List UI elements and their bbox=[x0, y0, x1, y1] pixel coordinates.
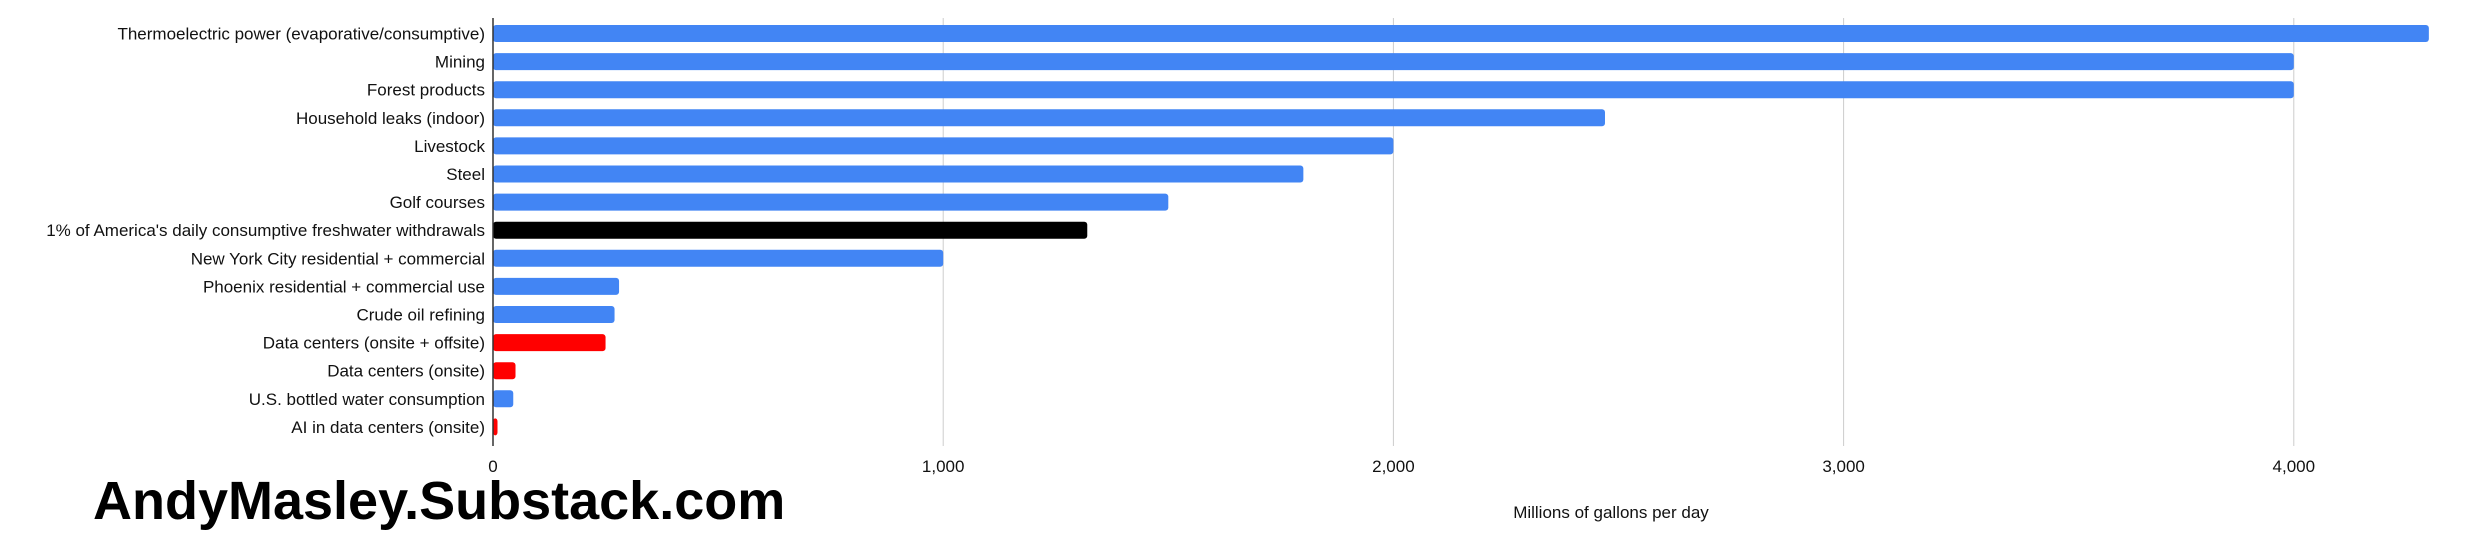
category-label: Mining bbox=[435, 53, 485, 72]
bar bbox=[493, 306, 615, 323]
category-label: Household leaks (indoor) bbox=[296, 109, 485, 128]
category-label: Golf courses bbox=[390, 193, 485, 212]
bar bbox=[493, 165, 1304, 183]
category-label: New York City residential + commercial bbox=[191, 249, 485, 268]
bar bbox=[493, 390, 514, 408]
category-label: U.S. bottled water consumption bbox=[249, 390, 485, 409]
bar bbox=[493, 334, 606, 352]
bar bbox=[493, 81, 2294, 99]
category-labels: Thermoelectric power (evaporative/consum… bbox=[46, 25, 485, 437]
x-tick-label: 0 bbox=[488, 457, 497, 476]
category-label: Thermoelectric power (evaporative/consum… bbox=[117, 25, 485, 44]
bar bbox=[493, 53, 2294, 71]
bar bbox=[493, 193, 1169, 211]
x-tick-labels: 0 1,000 2,000 3,000 4,000 bbox=[488, 457, 2315, 476]
category-label: Data centers (onsite + offsite) bbox=[263, 334, 485, 353]
category-label: Forest products bbox=[367, 81, 485, 100]
bar bbox=[493, 277, 620, 295]
category-label: Steel bbox=[446, 165, 485, 184]
bar bbox=[493, 25, 2429, 42]
bars bbox=[493, 25, 2429, 436]
category-label: Phoenix residential + commercial use bbox=[203, 277, 485, 296]
watermark: AndyMasley.Substack.com bbox=[93, 471, 786, 531]
category-label: Crude oil refining bbox=[356, 306, 485, 325]
bar bbox=[493, 221, 1088, 239]
category-label: 1% of America's daily consumptive freshw… bbox=[46, 221, 485, 240]
bar bbox=[493, 418, 498, 436]
bar bbox=[493, 109, 1605, 127]
category-label: Data centers (onsite) bbox=[327, 362, 485, 381]
x-tick-label: 2,000 bbox=[1372, 457, 1415, 476]
x-tick-label: 1,000 bbox=[922, 457, 965, 476]
x-tick-label: 3,000 bbox=[1822, 457, 1865, 476]
bar bbox=[493, 362, 516, 380]
bar bbox=[493, 137, 1394, 155]
category-label: AI in data centers (onsite) bbox=[291, 418, 485, 437]
category-label: Livestock bbox=[414, 137, 485, 156]
bar bbox=[493, 249, 944, 267]
x-axis-title: Millions of gallons per day bbox=[1513, 503, 1709, 522]
x-tick-label: 4,000 bbox=[2273, 457, 2316, 476]
